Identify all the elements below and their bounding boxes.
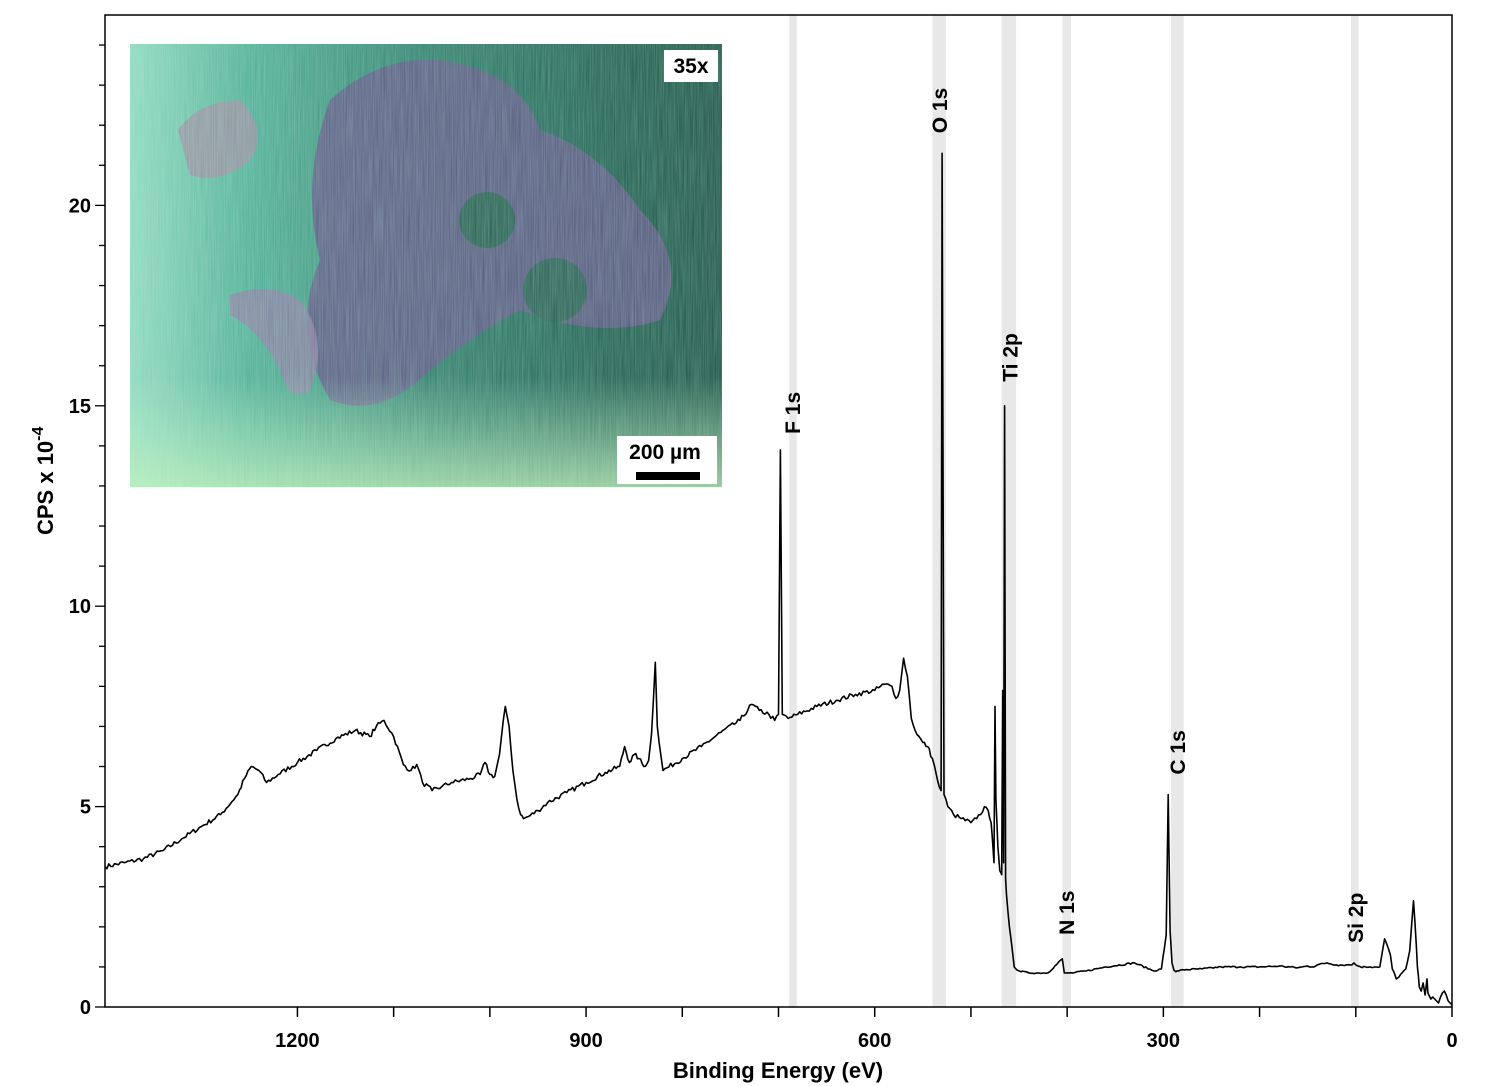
highlight-band-4: [1171, 15, 1184, 1007]
x-tick-label: 1200: [275, 1030, 320, 1052]
scale-bar-label: 200 µm: [629, 441, 701, 464]
y-tick-label: 5: [80, 797, 91, 819]
y-tick-label: 10: [69, 596, 91, 618]
y-tick-label: 15: [69, 396, 91, 418]
x-tick-label: 0: [1446, 1030, 1457, 1052]
y-axis-title-base: CPS x 10: [33, 441, 58, 535]
magnification-label: 35x: [673, 55, 708, 78]
y-axis-ticks: 0 5 10 15 20: [69, 44, 105, 1019]
x-tick-label: 300: [1147, 1030, 1180, 1052]
y-tick-label: 20: [69, 195, 91, 217]
highlight-bands: [789, 15, 1359, 1007]
peak-label: O 1s: [929, 88, 952, 134]
peak-labels: F 1s O 1s Ti 2p N 1s C 1s Si 2p: [782, 88, 1368, 943]
peak-label: C 1s: [1167, 730, 1190, 774]
highlight-band-0: [789, 15, 797, 1007]
y-tick-label: 0: [80, 997, 91, 1019]
highlight-band-5: [1350, 15, 1359, 1007]
micrograph-bottom-glare: [130, 44, 722, 487]
peak-label: F 1s: [782, 392, 805, 434]
y-axis-title: CPS x 10-4: [30, 427, 58, 536]
x-axis-ticks: 1200 900 600 300 0: [275, 1007, 1458, 1052]
peak-label: Ti 2p: [999, 333, 1022, 382]
magnification-label-box: [664, 50, 718, 82]
scale-bar: [636, 472, 700, 480]
x-tick-label: 900: [569, 1030, 602, 1052]
micrograph-inset: 35x 200 µm: [130, 44, 722, 487]
highlight-band-3: [1062, 15, 1071, 1007]
peak-label: Si 2p: [1345, 893, 1368, 943]
x-tick-label: 600: [858, 1030, 891, 1052]
peak-label: N 1s: [1056, 891, 1079, 935]
y-axis-title-exponent: -4: [30, 427, 47, 441]
x-axis-title: Binding Energy (eV): [673, 1058, 883, 1083]
spectrum-line: [105, 152, 1452, 1006]
